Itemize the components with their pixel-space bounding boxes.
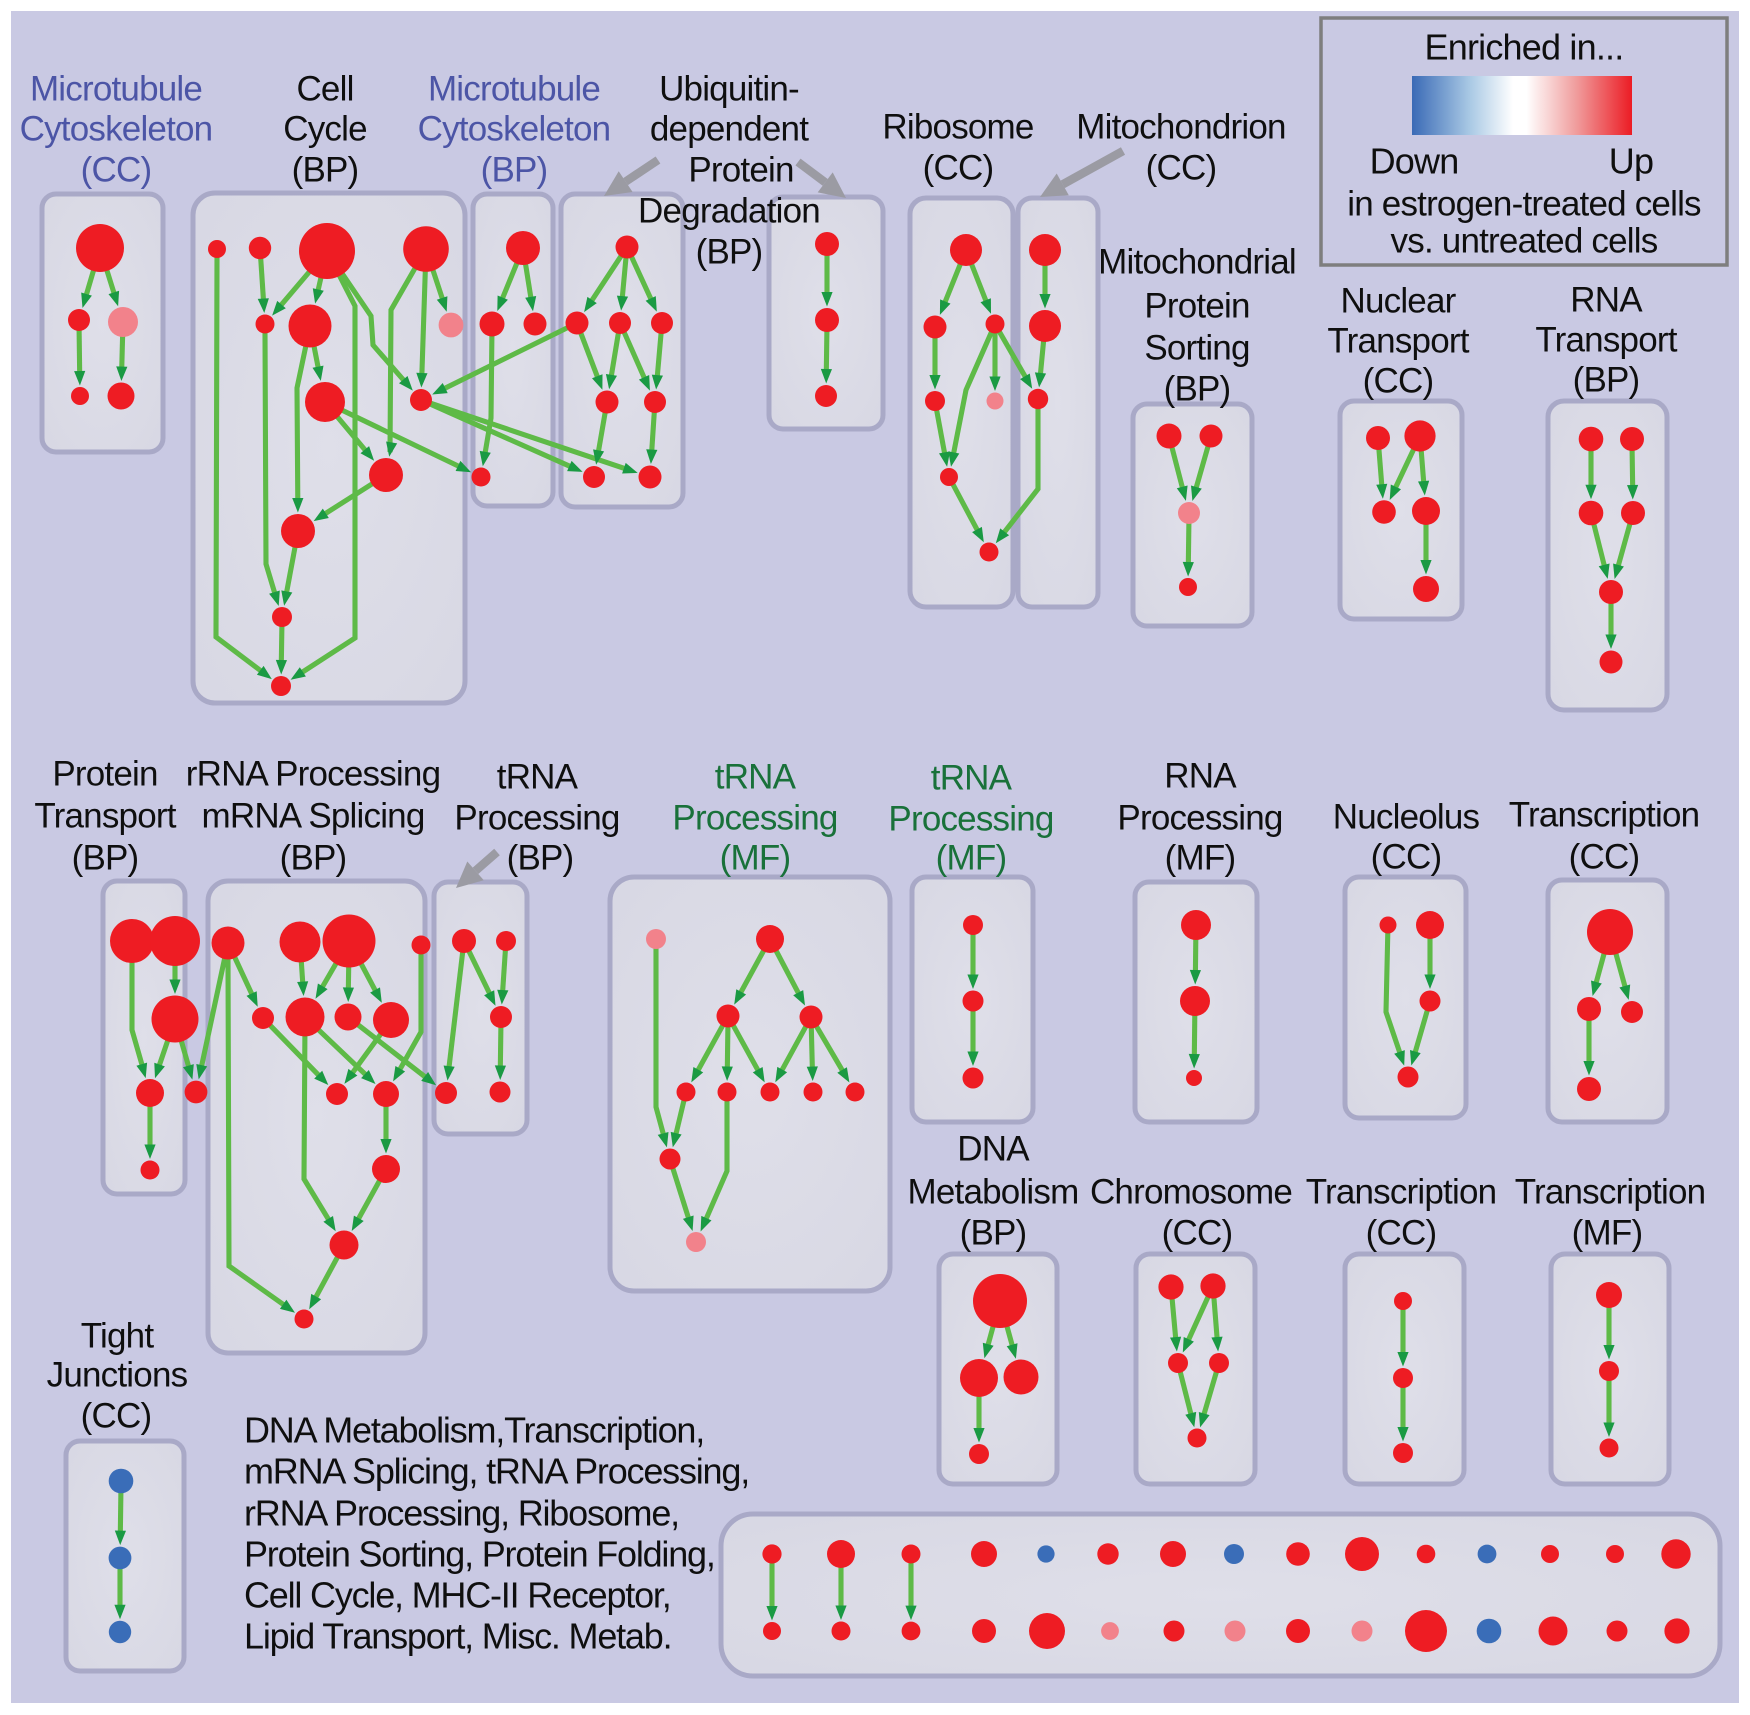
- svg-text:Transport: Transport: [1327, 322, 1469, 361]
- svg-text:Transcription: Transcription: [1306, 1173, 1497, 1212]
- svg-text:Chromosome: Chromosome: [1090, 1173, 1292, 1212]
- svg-text:Protein: Protein: [1144, 287, 1249, 326]
- svg-text:Lipid Transport, Misc. Metab.: Lipid Transport, Misc. Metab.: [244, 1616, 671, 1657]
- svg-text:in estrogen-treated cells: in estrogen-treated cells: [1347, 185, 1701, 224]
- svg-text:(BP): (BP): [280, 839, 347, 878]
- svg-text:tRNA: tRNA: [497, 758, 579, 797]
- svg-text:Microtubule: Microtubule: [428, 70, 600, 109]
- svg-text:Transport: Transport: [1535, 321, 1677, 360]
- svg-text:(BP): (BP): [960, 1214, 1027, 1253]
- svg-text:Processing: Processing: [888, 800, 1053, 839]
- svg-text:Metabolism: Metabolism: [908, 1173, 1079, 1212]
- svg-text:(MF): (MF): [1165, 839, 1236, 878]
- svg-text:Processing: Processing: [454, 799, 619, 838]
- svg-text:Protein Sorting, Protein Foldi: Protein Sorting, Protein Folding,: [244, 1534, 715, 1575]
- svg-text:(MF): (MF): [720, 839, 791, 878]
- svg-text:Cell: Cell: [296, 70, 353, 109]
- svg-text:Cell Cycle, MHC-II Receptor,: Cell Cycle, MHC-II Receptor,: [244, 1575, 671, 1616]
- svg-text:(BP): (BP): [292, 151, 359, 190]
- svg-text:dependent: dependent: [650, 110, 809, 149]
- svg-text:DNA Metabolism,Transcription,: DNA Metabolism,Transcription,: [244, 1410, 704, 1451]
- svg-text:Processing: Processing: [1117, 799, 1282, 838]
- svg-text:mRNA Splicing: mRNA Splicing: [201, 797, 424, 836]
- svg-text:rRNA Processing: rRNA Processing: [186, 755, 440, 794]
- svg-text:(MF): (MF): [936, 839, 1007, 878]
- svg-text:(BP): (BP): [696, 233, 763, 272]
- svg-text:DNA: DNA: [957, 1130, 1030, 1169]
- svg-text:Enriched in...: Enriched in...: [1425, 27, 1624, 68]
- svg-text:(CC): (CC): [1146, 149, 1217, 188]
- svg-text:Transcription: Transcription: [1515, 1173, 1706, 1212]
- svg-text:Junctions: Junctions: [47, 1356, 188, 1395]
- svg-text:Up: Up: [1609, 141, 1653, 182]
- svg-text:Down: Down: [1370, 141, 1459, 182]
- svg-text:Mitochondrial: Mitochondrial: [1098, 243, 1296, 282]
- svg-text:(CC): (CC): [1366, 1214, 1437, 1253]
- svg-text:RNA: RNA: [1570, 281, 1643, 320]
- svg-text:Microtubule: Microtubule: [30, 70, 202, 109]
- svg-text:Sorting: Sorting: [1144, 329, 1249, 368]
- svg-text:(BP): (BP): [507, 839, 574, 878]
- svg-text:RNA: RNA: [1164, 757, 1237, 796]
- svg-text:Nucleolus: Nucleolus: [1333, 798, 1480, 837]
- svg-text:Protein: Protein: [688, 151, 793, 190]
- svg-text:(CC): (CC): [1363, 362, 1434, 401]
- svg-text:tRNA: tRNA: [715, 758, 797, 797]
- svg-text:(BP): (BP): [1164, 370, 1231, 409]
- svg-text:(CC): (CC): [923, 149, 994, 188]
- svg-text:Cytoskeleton: Cytoskeleton: [418, 110, 611, 149]
- svg-text:Tight: Tight: [81, 1317, 155, 1356]
- svg-text:vs. untreated cells: vs. untreated cells: [1391, 222, 1658, 261]
- svg-text:Transcription: Transcription: [1509, 796, 1700, 835]
- svg-text:Degradation: Degradation: [638, 192, 820, 231]
- svg-text:Mitochondrion: Mitochondrion: [1076, 108, 1285, 147]
- svg-text:(CC): (CC): [81, 1397, 152, 1436]
- svg-text:Cycle: Cycle: [283, 110, 367, 149]
- svg-text:Transport: Transport: [34, 797, 176, 836]
- svg-text:mRNA Splicing, tRNA Processing: mRNA Splicing, tRNA Processing,: [244, 1451, 749, 1492]
- svg-text:rRNA Processing, Ribosome,: rRNA Processing, Ribosome,: [244, 1493, 679, 1534]
- svg-text:Nuclear: Nuclear: [1340, 282, 1456, 321]
- svg-text:(BP): (BP): [1573, 361, 1640, 400]
- svg-text:(CC): (CC): [81, 151, 152, 190]
- svg-text:Protein: Protein: [52, 755, 157, 794]
- svg-text:Cytoskeleton: Cytoskeleton: [20, 110, 213, 149]
- svg-text:Processing: Processing: [672, 799, 837, 838]
- svg-text:Ribosome: Ribosome: [882, 108, 1033, 147]
- svg-text:(MF): (MF): [1572, 1214, 1643, 1253]
- svg-text:(BP): (BP): [72, 839, 139, 878]
- svg-text:(CC): (CC): [1569, 838, 1640, 877]
- svg-text:tRNA: tRNA: [931, 759, 1013, 798]
- svg-text:(CC): (CC): [1162, 1214, 1233, 1253]
- svg-text:(BP): (BP): [481, 151, 548, 190]
- svg-text:(CC): (CC): [1371, 838, 1442, 877]
- svg-text:Ubiquitin-: Ubiquitin-: [659, 70, 799, 109]
